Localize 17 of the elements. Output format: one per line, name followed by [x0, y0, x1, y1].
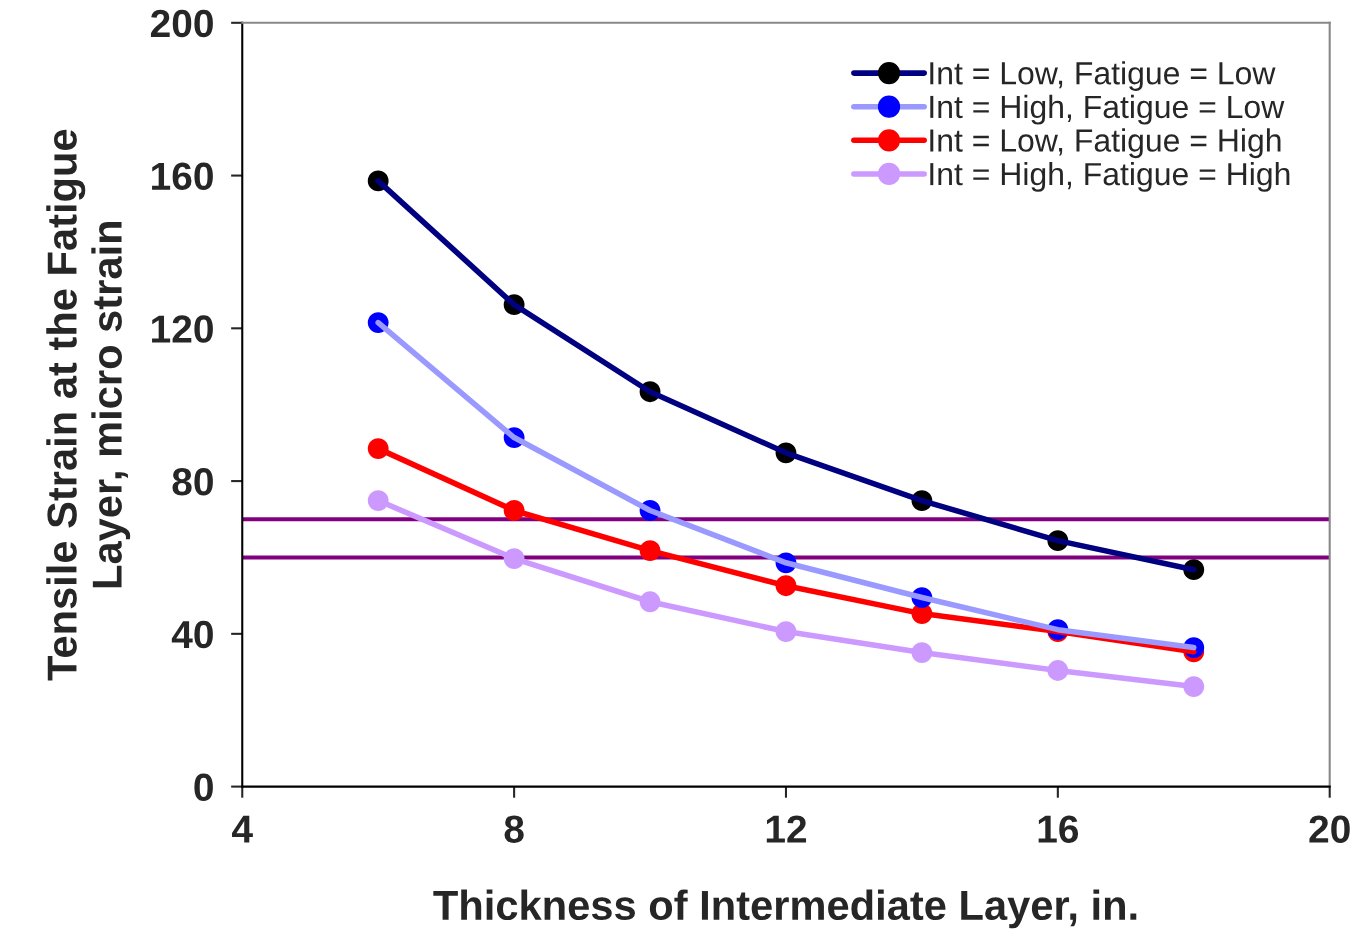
legend-label: Int = High, Fatigue = High [930, 161, 1290, 192]
y-tick-label: 40 [171, 620, 213, 649]
x-tick-label: 12 [766, 815, 807, 843]
x-tick-label: 8 [504, 815, 524, 843]
y-tick-label: 200 [150, 9, 213, 38]
x-tick-label: 16 [1038, 815, 1079, 843]
x-axis-title: Thickness of Intermediate Layer, in. [433, 889, 1137, 929]
y-tick-label: 0 [194, 773, 213, 802]
y-tick-label: 120 [152, 315, 213, 343]
legend-label: Int = Low, Fatigue = High [930, 128, 1281, 159]
y-tick-label: 80 [172, 468, 213, 496]
y-axis-title: Tensile Strain at the Fatigue Layer, micro strain [46, 129, 131, 681]
y-tick-label: 160 [152, 162, 213, 191]
legend-label: Int = High, Fatigue = Low [930, 94, 1285, 125]
x-tick-label: 20 [1309, 815, 1350, 843]
legend-label: Int = Low, Fatigue = Low [930, 61, 1276, 91]
x-tick-label: 4 [232, 815, 253, 843]
